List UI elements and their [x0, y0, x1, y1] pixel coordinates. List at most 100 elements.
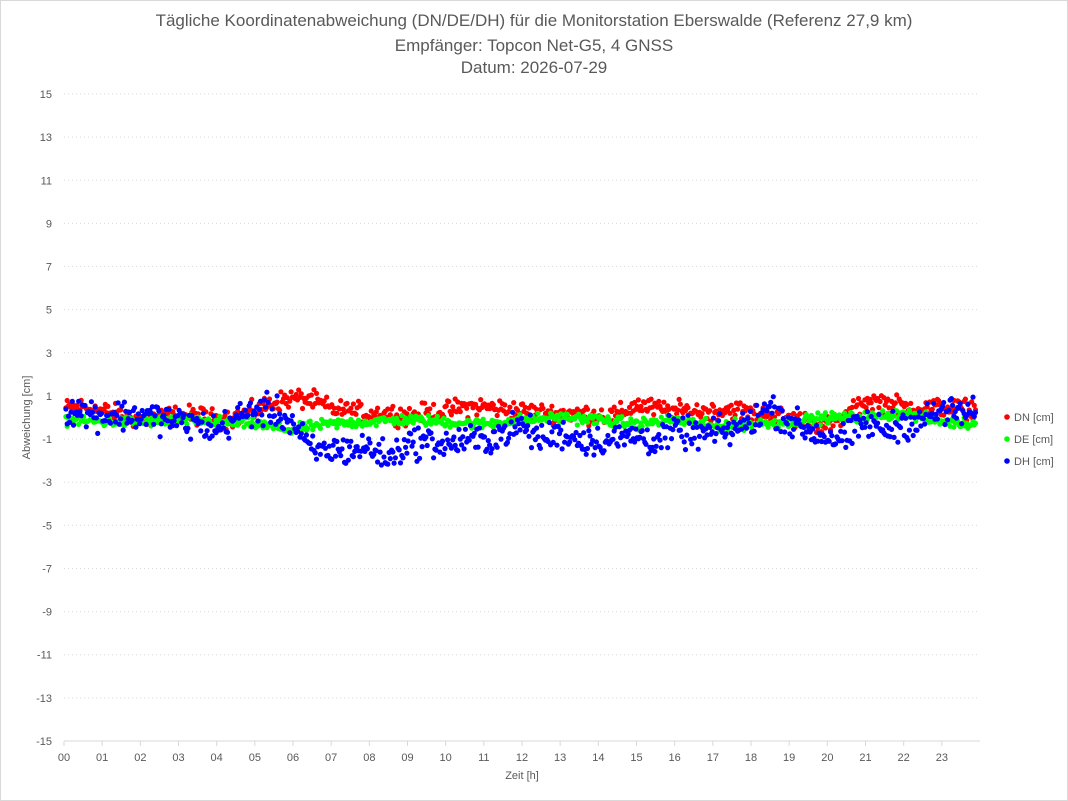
data-point [69, 398, 75, 404]
y-tick-label: 13 [40, 132, 52, 144]
x-tick-label: 18 [745, 752, 757, 764]
data-point [534, 425, 540, 431]
data-point [539, 422, 545, 428]
data-point [423, 434, 429, 440]
data-point [757, 421, 764, 427]
data-point [766, 404, 773, 410]
data-point [581, 430, 587, 436]
data-point [451, 434, 457, 440]
data-point [321, 440, 327, 446]
data-point [950, 402, 956, 408]
data-point [889, 426, 895, 432]
data-point [894, 392, 900, 398]
data-point [747, 408, 754, 414]
x-tick-label: 19 [783, 752, 795, 764]
data-point [366, 436, 372, 442]
data-point [959, 421, 965, 427]
data-point [658, 414, 664, 420]
data-point [473, 401, 479, 408]
data-point [676, 396, 682, 402]
data-point [815, 410, 821, 416]
data-point [540, 405, 546, 411]
data-point [914, 427, 920, 433]
data-point [498, 436, 504, 442]
data-point [222, 408, 228, 415]
data-point [682, 447, 689, 453]
data-point [242, 407, 248, 413]
y-tick-label: -1 [42, 434, 52, 446]
data-point [98, 410, 105, 416]
data-point [83, 424, 89, 430]
x-tick-label: 05 [249, 752, 261, 764]
data-point [764, 408, 770, 414]
data-point [666, 412, 672, 418]
data-point [395, 425, 401, 431]
data-point [338, 398, 344, 404]
data-point [367, 440, 373, 446]
data-point [572, 437, 578, 443]
data-point [584, 445, 591, 452]
data-point [717, 411, 723, 417]
data-point [203, 432, 209, 438]
data-point [690, 424, 696, 431]
x-tick-label: 08 [363, 752, 375, 764]
chart-date: Datum: 2026-07-29 [460, 58, 608, 77]
x-tick-label: 10 [440, 752, 452, 764]
data-point [535, 434, 541, 440]
data-point [830, 423, 836, 429]
data-point [107, 420, 113, 426]
y-tick-label: -7 [42, 563, 52, 575]
data-point [768, 399, 774, 405]
data-point [521, 423, 527, 429]
data-point [77, 408, 83, 414]
data-point [310, 433, 316, 439]
data-point [970, 394, 976, 400]
data-point [891, 413, 897, 419]
x-tick-label: 13 [554, 752, 566, 764]
data-point [488, 450, 494, 456]
data-point [670, 427, 676, 433]
data-point [157, 434, 163, 440]
data-point [399, 412, 405, 419]
data-point [161, 412, 167, 418]
data-point [619, 414, 625, 420]
x-tick-label: 09 [401, 752, 413, 764]
data-point [710, 415, 717, 421]
x-tick-label: 15 [630, 752, 642, 764]
legend-label: DN [cm] [1014, 412, 1054, 424]
data-point [855, 395, 862, 402]
data-point [945, 417, 951, 423]
data-point [447, 424, 453, 430]
data-point [350, 454, 356, 460]
data-point [506, 409, 512, 415]
x-tick-label: 16 [669, 752, 681, 764]
data-point [653, 443, 659, 449]
data-point [573, 429, 579, 436]
data-point [658, 445, 664, 451]
x-axis-label: Zeit [h] [505, 770, 539, 782]
data-point [586, 428, 592, 434]
data-point [462, 401, 468, 407]
x-tick-label: 20 [821, 752, 833, 764]
data-point [632, 439, 638, 445]
data-point [467, 422, 474, 429]
data-point [757, 417, 764, 423]
data-point [397, 460, 404, 466]
data-point [962, 396, 969, 402]
data-point [691, 435, 698, 441]
series-2 [63, 389, 979, 468]
data-point [755, 412, 761, 418]
data-point [880, 408, 886, 414]
data-point [885, 396, 891, 402]
data-point [347, 444, 353, 450]
y-tick-label: -11 [37, 650, 52, 662]
data-point [502, 402, 508, 408]
data-point [376, 441, 382, 447]
data-point [727, 442, 733, 448]
data-point [721, 425, 727, 431]
data-point [293, 391, 299, 398]
data-point [448, 412, 454, 418]
data-point [268, 419, 274, 425]
data-point [345, 457, 351, 463]
data-point [409, 443, 415, 449]
